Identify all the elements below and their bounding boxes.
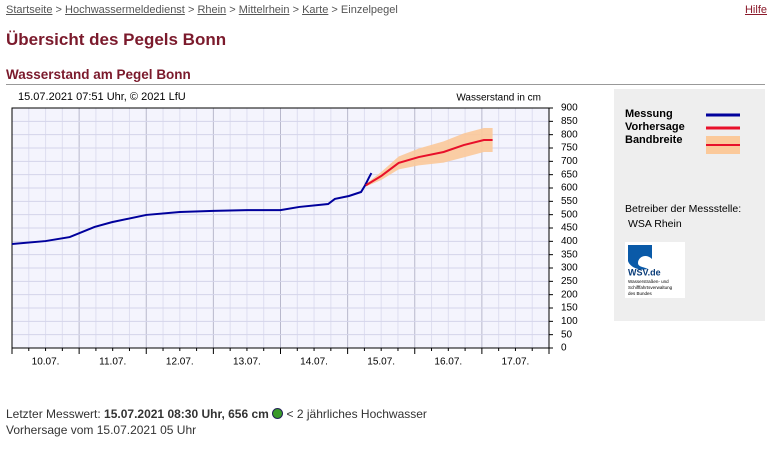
breadcrumb-current: Einzelpegel [340, 4, 398, 16]
y-tick-label: 850 [561, 116, 578, 127]
y-tick-label: 550 [561, 196, 578, 207]
forecast-line [365, 139, 493, 187]
legend-label: Bandbreite [625, 134, 682, 146]
measurement-line [11, 172, 373, 245]
y-tick-label: 500 [561, 209, 578, 220]
breadcrumb-link[interactable]: Mittelrhein [238, 4, 290, 16]
status: < 2 jährliches Hochwasser [286, 407, 427, 421]
forecast-info: Vorhersage vom 15.07.2021 05 Uhr [6, 423, 197, 437]
y-tick-label: 250 [561, 276, 578, 287]
page-title: Übersicht des Pegels Bonn [6, 30, 227, 49]
breadcrumb-link[interactable]: Rhein [197, 4, 227, 16]
divider [6, 84, 765, 85]
x-tick-label: 15.07. [367, 357, 395, 368]
forecast-band [365, 128, 493, 187]
y-tick-label: 350 [561, 249, 578, 260]
logo-text: Wasserstraßen- und [628, 279, 669, 284]
y-tick-label: 750 [561, 143, 578, 154]
y-tick-label: 600 [561, 183, 578, 194]
sidebar-operator-label: Betreiber der Messstelle: [625, 203, 741, 215]
y-tick-label: 800 [561, 129, 578, 140]
plot-frame [11, 107, 550, 349]
status-dot [272, 408, 284, 419]
x-tick-label: 14.07. [300, 357, 328, 368]
last-value: 15.07.2021 08:30 Uhr, 656 cm [104, 407, 269, 421]
logo: WSV.de Wasserstraßen- und Schifffahrtsve… [625, 242, 685, 298]
chart: 15.07.2021 07:51 Uhr, © 2021 LfU Wassers… [11, 91, 741, 368]
y-tick-label: 0 [561, 343, 567, 354]
last-label: Letzter Messwert: [6, 407, 101, 421]
breadcrumb-separator: > [55, 4, 62, 16]
y-tick-label: 450 [561, 223, 578, 234]
y-tick-label: 300 [561, 263, 578, 274]
last-measurement: Letzter Messwert: 15.07.2021 08:30 Uhr, … [6, 407, 427, 421]
y-tick-label: 200 [561, 289, 578, 300]
help-link[interactable]: Hilfe [744, 4, 767, 16]
x-tick-label: 17.07. [502, 357, 530, 368]
x-tick-label: 16.07. [434, 357, 462, 368]
x-tick-label: 13.07. [233, 357, 261, 368]
section-title: Wasserstand am Pegel Bonn [6, 67, 191, 82]
logo-text: Schifffahrtsverwaltung [628, 285, 673, 290]
logo-text: des Bundes [628, 291, 653, 296]
breadcrumb-link[interactable]: Startseite [6, 4, 53, 16]
y-tick-label: 700 [561, 156, 578, 167]
sidebar-operator: WSA Rhein [628, 218, 682, 230]
x-tick-label: 10.07. [32, 357, 60, 368]
breadcrumb-separator: > [292, 4, 299, 16]
x-tick-label: 12.07. [166, 357, 194, 368]
breadcrumb-separator: > [331, 4, 338, 16]
breadcrumb: Startseite > Hochwassermeldedienst > Rhe… [6, 4, 398, 16]
logo-name: WSV.de [628, 267, 661, 277]
y-tick-label: 100 [561, 316, 578, 327]
breadcrumb-link[interactable]: Hochwassermeldedienst [65, 4, 185, 16]
breadcrumb-link[interactable]: Karte [302, 4, 329, 16]
x-tick-label: 11.07. [99, 357, 126, 368]
y-tick-label: 50 [561, 329, 573, 340]
legend-label: Messung [625, 108, 673, 120]
y-tick-label: 900 [561, 103, 578, 114]
y-tick-label: 150 [561, 303, 578, 314]
breadcrumb-separator: > [229, 4, 236, 16]
logo-mark [628, 245, 652, 270]
y-tick-label: 650 [561, 169, 578, 180]
y-axis-label: Wasserstand in cm [456, 93, 541, 104]
y-tick-label: 400 [561, 236, 578, 247]
timestamp: 15.07.2021 07:51 Uhr, © 2021 LfU [18, 91, 186, 103]
legend-label: Vorhersage [625, 121, 685, 133]
breadcrumb-separator: > [187, 4, 195, 16]
